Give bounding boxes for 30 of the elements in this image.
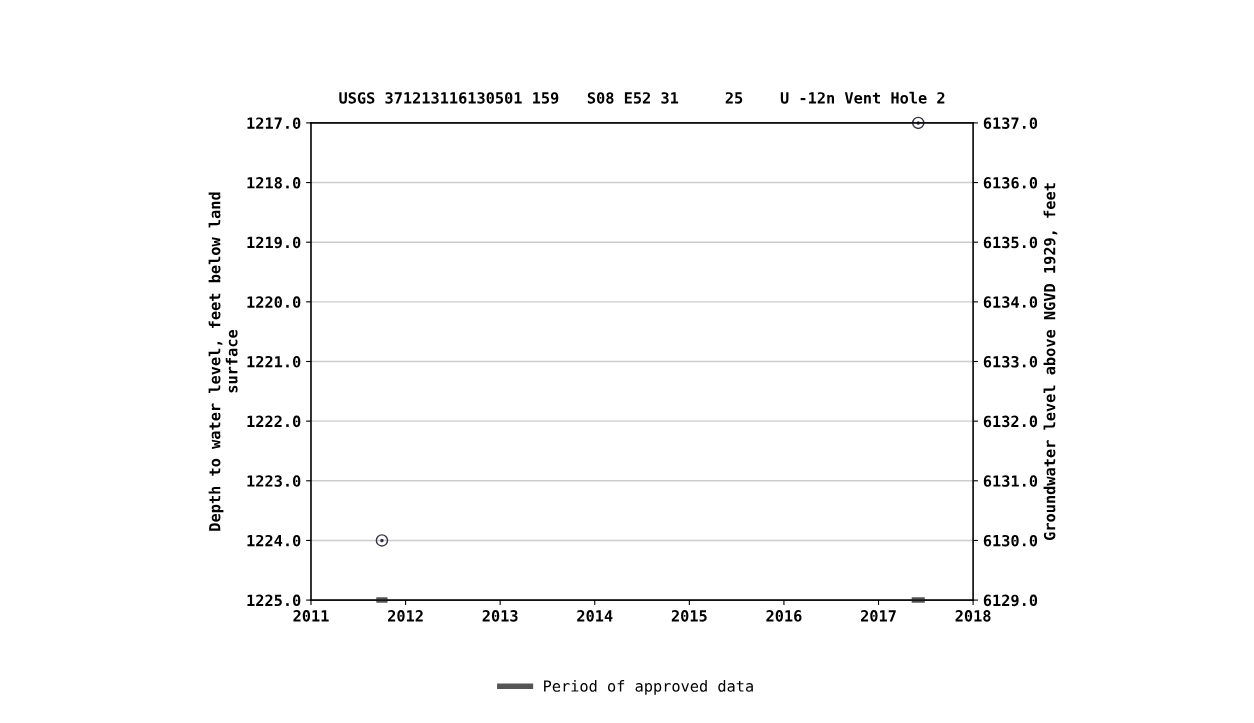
x-tick-label: 2011 xyxy=(293,610,329,622)
y-tick-label: 1221.0 xyxy=(247,355,301,368)
y2-tick-label: 6134.0 xyxy=(983,296,1038,308)
y2-tick-label: 6135.0 xyxy=(983,236,1038,249)
y-tick-label: 1219.0 xyxy=(247,236,301,249)
y-tick-label: 1224.0 xyxy=(247,534,301,547)
y-tick-label: 1218.0 xyxy=(247,177,301,189)
x-tick-label: 2015 xyxy=(671,610,707,622)
legend-label: Period of approved data xyxy=(544,680,753,695)
y2-axis-title: Groundwater level above NGVD 1929, feet xyxy=(1043,183,1058,540)
x-tick-label: 2017 xyxy=(860,610,896,622)
y2-tick-label: 6130.0 xyxy=(983,534,1038,547)
y2-tick-label: 6133.0 xyxy=(983,355,1038,368)
y-axis-title: Depth to water level, feet below land surface xyxy=(208,192,238,531)
y2-tick-label: 6131.0 xyxy=(983,475,1038,487)
x-tick-label: 2016 xyxy=(766,610,802,622)
y-tick-label: 1225.0 xyxy=(247,594,301,607)
y2-tick-label: 6132.0 xyxy=(983,415,1038,428)
y-tick-label: 1220.0 xyxy=(247,296,301,308)
x-tick-label: 2014 xyxy=(577,610,613,622)
y2-tick-label: 6137.0 xyxy=(983,117,1038,129)
y-tick-label: 1223.0 xyxy=(247,475,301,487)
y2-tick-label: 6136.0 xyxy=(983,177,1038,189)
y-tick-label: 1222.0 xyxy=(247,415,301,428)
chart-title: USGS 371213116130501 159 S08 E52 31 25 U -12n Vent Hole 2 xyxy=(339,91,945,104)
x-tick-label: 2018 xyxy=(955,610,991,622)
y-tick-label: 1217.0 xyxy=(247,117,301,129)
x-tick-label: 2012 xyxy=(388,610,423,622)
x-tick-label: 2013 xyxy=(482,610,518,622)
y2-tick-label: 6129.0 xyxy=(983,594,1038,607)
